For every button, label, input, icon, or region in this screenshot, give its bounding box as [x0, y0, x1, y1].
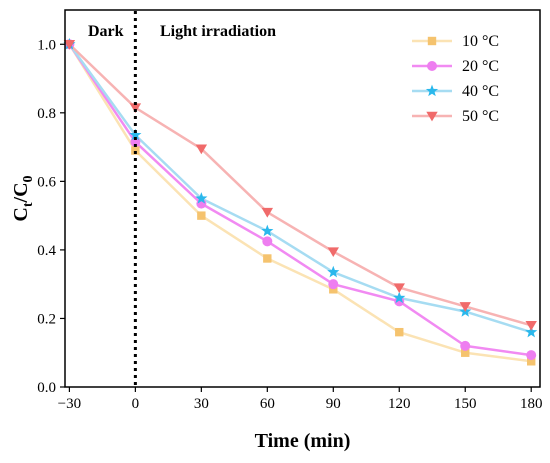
data-point-star — [393, 291, 406, 304]
series-line — [68, 43, 532, 327]
data-point-circle — [460, 340, 471, 351]
data-point-square — [197, 211, 206, 220]
y-axis-title: Ct/C0 — [10, 175, 36, 221]
dark-region-label: Dark — [88, 23, 124, 40]
data-point-triangle — [261, 207, 274, 218]
legend: 10 °C 20 °C 40 °C 50 °C — [412, 33, 499, 125]
data-point-square — [527, 357, 536, 366]
y-tick-label: 0.6 — [37, 174, 56, 190]
data-point-triangle — [129, 103, 142, 114]
plot-frame — [64, 9, 541, 388]
data-point-triangle — [459, 302, 471, 312]
axes — [64, 9, 541, 388]
y-tick-label: 1.0 — [37, 37, 56, 53]
data-point-square — [427, 36, 437, 46]
series-line — [68, 43, 532, 334]
data-point-star — [195, 192, 208, 204]
data-point-triangle — [327, 247, 339, 258]
data-point-triangle — [525, 321, 537, 331]
x-tick-label: 0 — [132, 396, 140, 412]
x-axis-title: Time (min) — [255, 430, 351, 452]
y-axis-title-mid: /C — [10, 182, 32, 203]
data-point-square — [263, 254, 272, 263]
series-lines — [68, 43, 532, 363]
data-point-triangle — [195, 144, 208, 155]
data-point-star — [129, 128, 142, 141]
series-markers — [63, 37, 538, 366]
series-line — [68, 43, 532, 363]
data-point-square — [131, 146, 140, 155]
y-axis-title-sub1: t — [21, 202, 36, 207]
data-point-star — [327, 265, 340, 278]
x-tick-label: 60 — [260, 396, 275, 412]
data-point-circle — [130, 136, 141, 147]
data-point-star — [425, 84, 439, 97]
x-axis-ticks: −30 0 30 60 90 120 150 180 — [58, 387, 543, 412]
legend-label: 10 °C — [462, 33, 499, 50]
y-tick-label: 0.2 — [37, 311, 56, 327]
data-point-square — [395, 327, 404, 337]
data-point-square — [329, 285, 338, 294]
legend-label: 50 °C — [462, 108, 499, 125]
y-axis-ticks: 0.0 0.2 0.4 0.6 0.8 1.0 — [37, 37, 65, 396]
y-axis-title-sub2: 0 — [21, 175, 36, 182]
y-tick-label: 0.0 — [37, 380, 56, 396]
data-point-triangle — [63, 39, 76, 50]
legend-label: 40 °C — [462, 83, 499, 100]
light-region-label: Light irradiation — [160, 23, 276, 40]
data-point-star — [525, 325, 538, 338]
data-point-circle — [262, 236, 273, 247]
data-point-star — [261, 224, 274, 237]
data-point-square — [461, 348, 470, 357]
data-point-circle — [427, 61, 437, 71]
y-axis-title-main: C — [10, 207, 32, 221]
data-point-triangle — [426, 111, 438, 122]
y-tick-label: 0.8 — [37, 106, 56, 122]
data-point-triangle — [393, 283, 405, 294]
x-tick-label: 30 — [194, 396, 209, 412]
x-tick-label: 180 — [520, 396, 543, 412]
x-tick-label: −30 — [58, 396, 81, 412]
x-tick-label: 150 — [454, 396, 477, 412]
series-line — [68, 43, 532, 357]
data-point-circle — [526, 350, 537, 361]
legend-label: 20 °C — [462, 58, 499, 75]
x-tick-label: 120 — [388, 396, 411, 412]
x-tick-label: 90 — [326, 396, 341, 412]
y-tick-label: 0.4 — [37, 243, 56, 259]
data-point-circle — [328, 279, 339, 290]
